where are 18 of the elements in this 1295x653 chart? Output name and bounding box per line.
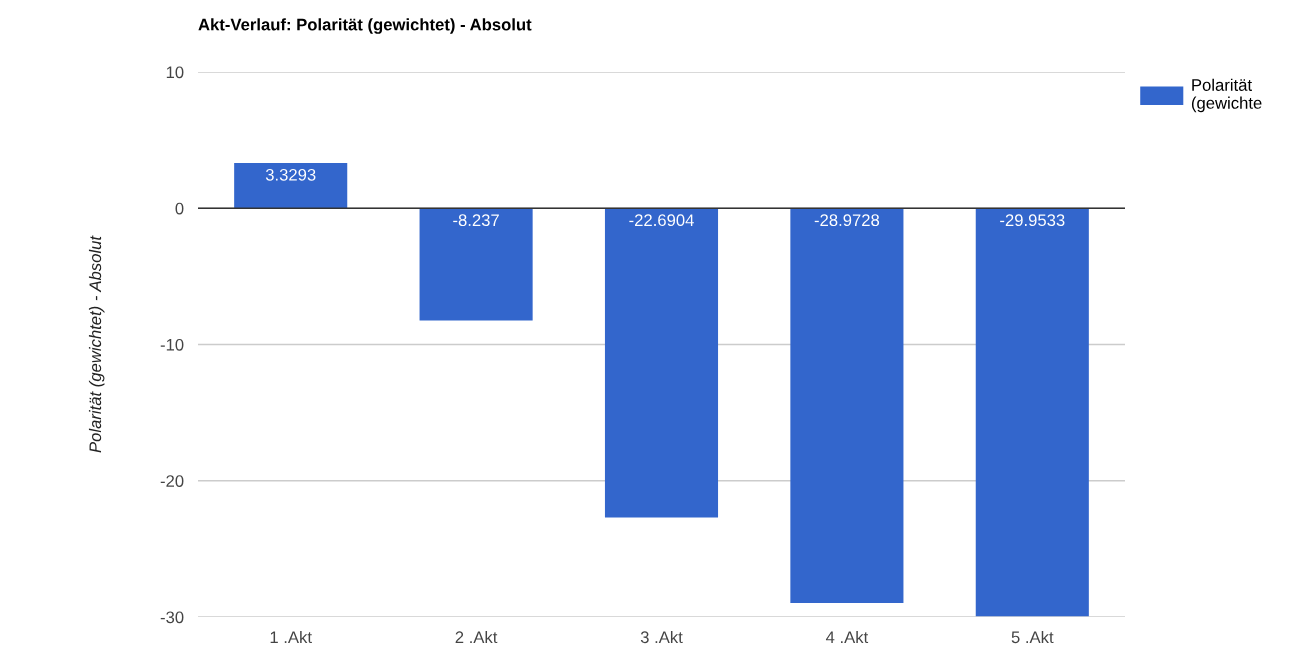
- data-label: -28.9728: [814, 214, 880, 227]
- data-label: -29.9533: [1000, 214, 1065, 227]
- y-tick-label: 0: [175, 202, 184, 215]
- x-tick-label: 2 .Akt: [455, 630, 498, 644]
- data-label: -22.6904: [629, 214, 694, 227]
- x-tick-label: 4 .Akt: [825, 630, 869, 644]
- y-tick-label: 10: [166, 66, 184, 79]
- y-axis-title: Polarität (gewichtet) - Absolut: [88, 235, 105, 453]
- data-label: 3.3293: [265, 168, 316, 181]
- x-tick-label: 3 .Akt: [640, 630, 683, 644]
- x-tick-label: 5 .Akt: [1011, 630, 1054, 644]
- chart-title: Akt-Verlauf: Polarität (gewichtet) - Absolut: [198, 18, 532, 34]
- y-tick-label: -20: [160, 475, 184, 487]
- x-tick-label: 1 .Akt: [270, 630, 312, 644]
- data-label: -8.237: [453, 214, 499, 227]
- y-tick-label: -30: [160, 611, 184, 624]
- y-tick-label: -10: [160, 338, 184, 351]
- legend-label: Polarität (gewichte: [1191, 78, 1262, 113]
